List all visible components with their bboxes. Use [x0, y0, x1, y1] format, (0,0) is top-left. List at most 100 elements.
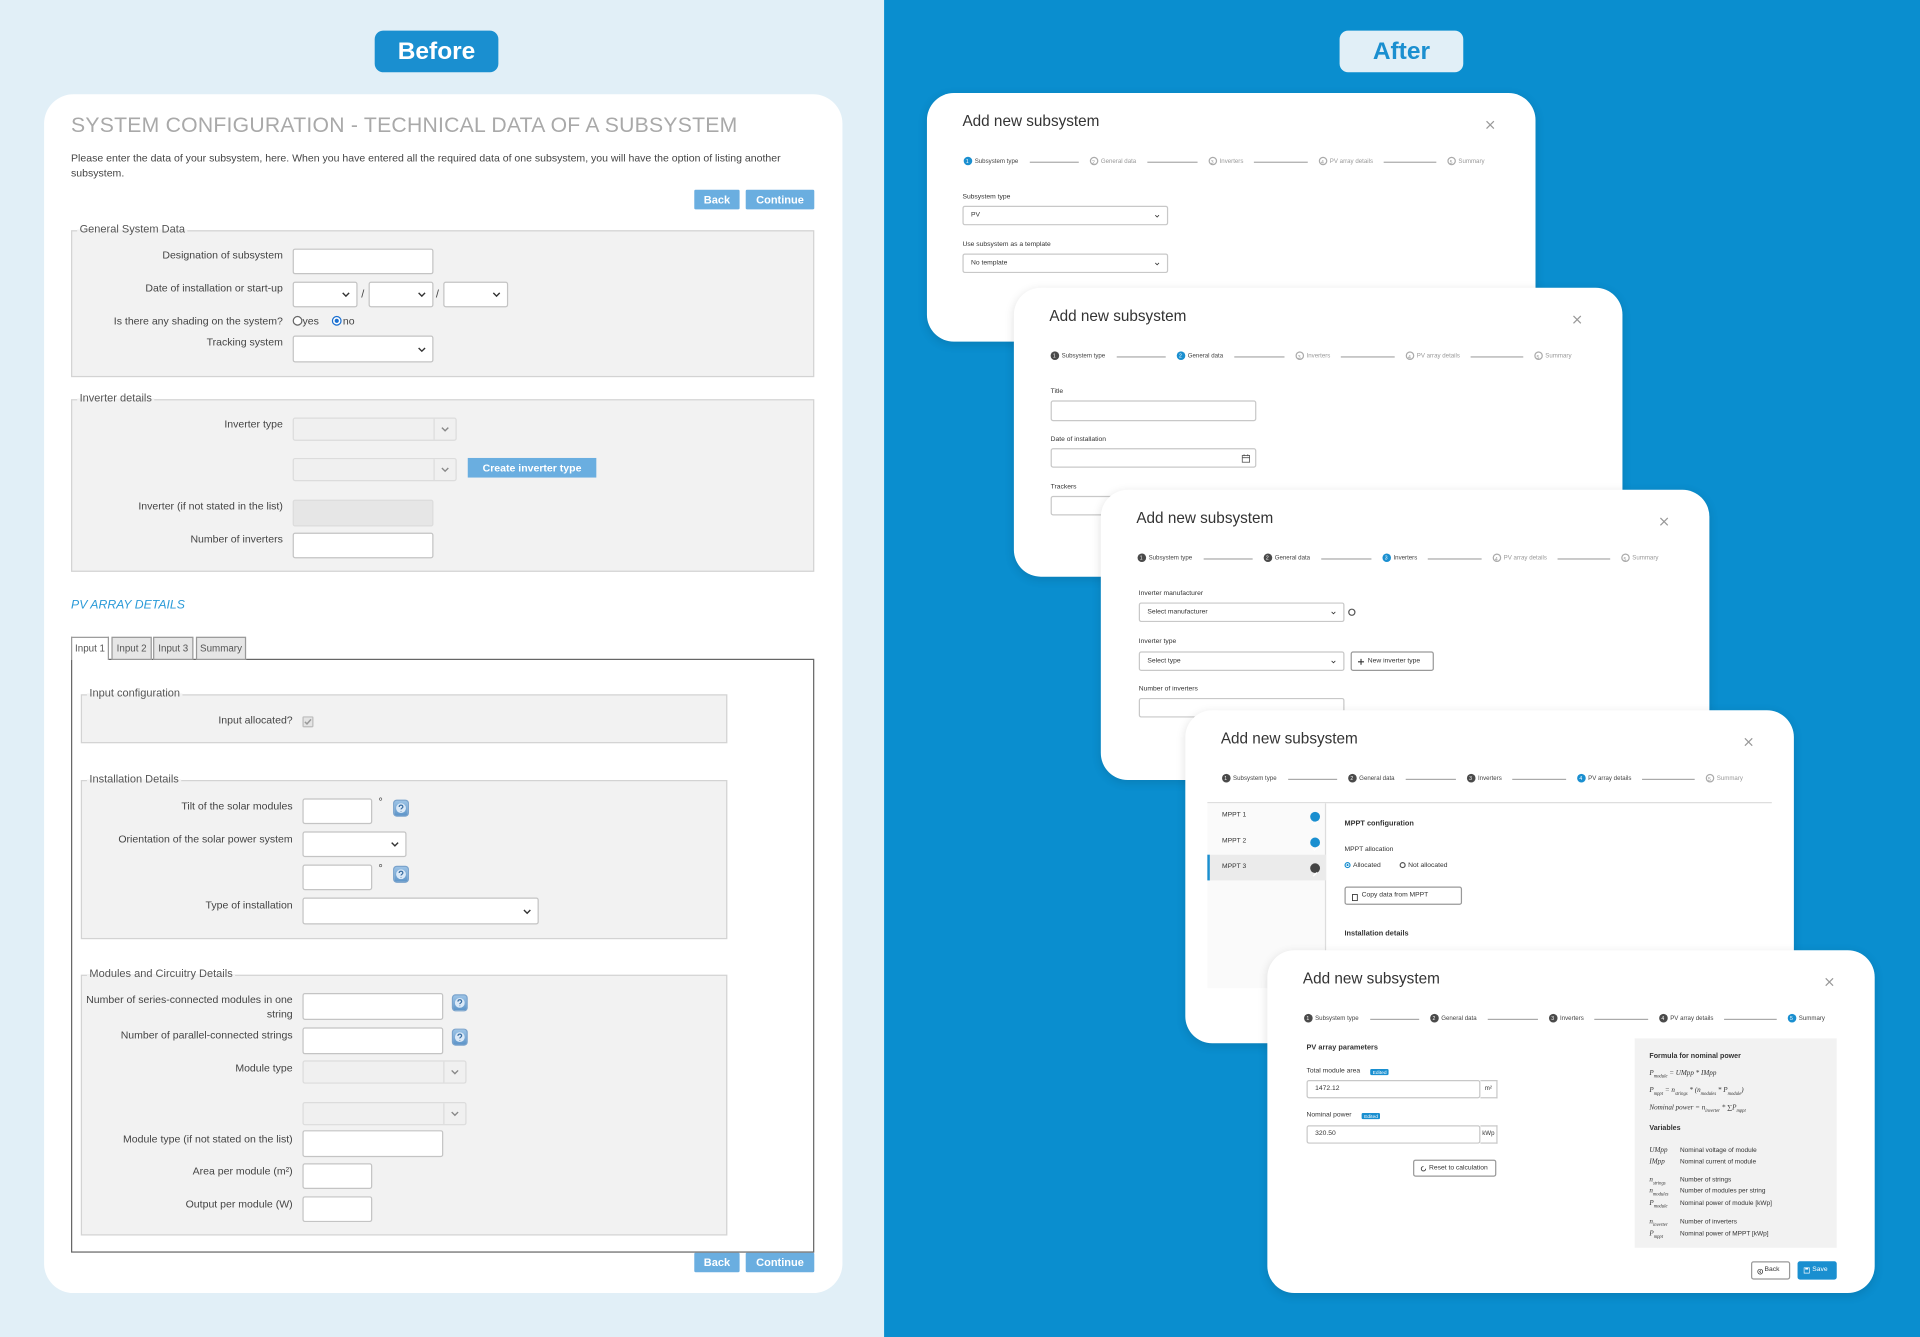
tab[interactable]: Input 3 — [153, 636, 194, 661]
radio[interactable] — [292, 315, 303, 326]
help-glyph — [454, 1032, 465, 1043]
text-input[interactable] — [1050, 400, 1257, 422]
text-input[interactable] — [292, 248, 434, 275]
intro-text: Please enter the data of your subsystem,… — [71, 151, 781, 179]
pencil-glyph — [1312, 871, 1318, 876]
help-glyph — [396, 803, 406, 814]
select[interactable]: PV — [962, 205, 1169, 226]
tab[interactable]: Summary — [195, 636, 247, 661]
text-input[interactable] — [1050, 448, 1257, 468]
field-label: Total module area — [1306, 1067, 1361, 1076]
select — [302, 1102, 467, 1126]
before-badge: Before — [374, 30, 499, 73]
step-circle: 5 — [1620, 553, 1630, 563]
calendar-icon — [1241, 454, 1251, 463]
step-label: Subsystem type — [1148, 554, 1193, 562]
radio-selected[interactable] — [331, 315, 342, 326]
help-icon[interactable] — [451, 1028, 468, 1046]
button-label: Reset to calculation — [1428, 1164, 1488, 1172]
select[interactable] — [368, 281, 434, 308]
variable-description: Nominal voltage of module — [1680, 1147, 1757, 1155]
formula-subscript: module — [1727, 1091, 1742, 1097]
field-label: Number of inverters — [1138, 685, 1198, 694]
tab[interactable]: Input 1 — [71, 636, 109, 661]
close-icon[interactable] — [1744, 731, 1754, 747]
save-button[interactable]: Save — [1797, 1261, 1837, 1280]
info-icon — [1348, 608, 1356, 616]
text-input[interactable] — [302, 864, 373, 891]
formula-subscript: strings — [1674, 1091, 1688, 1097]
chevron-icon — [1155, 262, 1160, 265]
close-icon[interactable] — [1485, 114, 1495, 130]
close-icon[interactable] — [1572, 309, 1582, 324]
field-value: 1472.12 — [1315, 1084, 1340, 1093]
edit-icon — [1310, 862, 1321, 876]
mppt-label: MPPT 1 — [1222, 811, 1247, 820]
text-input[interactable] — [302, 1027, 444, 1055]
formula-part: P — [1649, 1087, 1654, 1095]
text-input[interactable] — [302, 1196, 373, 1223]
continue-button[interactable]: Continue — [745, 189, 815, 210]
formula-subscript: mppt — [1736, 1108, 1746, 1114]
mppt-label: MPPT 2 — [1222, 837, 1247, 845]
select-arrow-box — [443, 1061, 465, 1083]
select[interactable]: No template — [962, 253, 1169, 274]
radio[interactable] — [1399, 862, 1406, 869]
step-label: PV array details — [1503, 554, 1547, 562]
tab[interactable]: Input 2 — [111, 636, 152, 661]
back-button[interactable]: Back — [1751, 1261, 1791, 1280]
mppt-nav-item[interactable]: MPPT 1 — [1207, 803, 1326, 829]
radio-selected[interactable] — [1344, 862, 1351, 869]
help-icon[interactable] — [393, 799, 409, 817]
text-input[interactable] — [302, 1163, 373, 1189]
text-input[interactable] — [292, 532, 434, 559]
text-input[interactable] — [302, 1130, 444, 1158]
step-connector — [1288, 778, 1338, 779]
formula-part: * P — [1716, 1087, 1728, 1095]
select[interactable] — [292, 281, 358, 308]
field-label: Input allocated? — [218, 713, 293, 727]
reset-button[interactable]: Reset to calculation — [1413, 1159, 1497, 1177]
select[interactable] — [292, 335, 434, 363]
field-label: Trackers — [1050, 483, 1077, 492]
variable-description: Number of strings — [1680, 1176, 1732, 1185]
step-connector — [1427, 557, 1482, 559]
back-button[interactable]: Back — [694, 1252, 740, 1273]
power-input[interactable]: 320.50 — [1306, 1125, 1481, 1144]
back-button[interactable]: Back — [694, 189, 740, 210]
formula-part: P — [1649, 1070, 1654, 1078]
mppt-nav-item[interactable]: MPPT 3 — [1207, 854, 1327, 881]
fieldset-legend: Inverter details — [77, 391, 155, 406]
step-circle: 1 — [963, 156, 972, 166]
select[interactable] — [302, 831, 407, 858]
close-icon[interactable] — [1824, 971, 1834, 987]
new-inverter-type-button[interactable]: New inverter type — [1350, 651, 1434, 672]
formula-part: ) — [1741, 1087, 1744, 1095]
area-input[interactable]: 1472.12 — [1306, 1080, 1481, 1099]
step-connector — [1594, 1018, 1649, 1019]
close-icon[interactable] — [1659, 511, 1669, 526]
create-inverter-button[interactable]: Create inverter type — [467, 457, 597, 478]
mppt-nav-item[interactable]: MPPT 2 — [1207, 829, 1326, 855]
plus-icon — [1357, 658, 1365, 665]
select[interactable] — [443, 281, 509, 308]
step-circle: 3 — [1548, 1013, 1557, 1023]
divider — [1207, 802, 1772, 803]
select[interactable] — [302, 897, 539, 925]
text-input[interactable] — [302, 993, 444, 1021]
step-label: General data — [1441, 1014, 1477, 1022]
chevron-icon — [1331, 660, 1336, 663]
select[interactable]: Select type — [1138, 651, 1345, 672]
copy-button[interactable]: Copy data from MPPT — [1344, 886, 1463, 905]
help-icon[interactable] — [451, 994, 468, 1012]
step-circle: 2 — [1089, 156, 1098, 166]
help-icon[interactable] — [393, 865, 409, 883]
text-input[interactable] — [302, 798, 373, 825]
select[interactable]: Select manufacturer — [1138, 602, 1345, 623]
step-circle: 2 — [1176, 351, 1185, 361]
unit-box: kWp — [1480, 1125, 1498, 1144]
continue-button[interactable]: Continue — [745, 1252, 815, 1273]
field-label: MPPT allocation — [1344, 846, 1394, 854]
field-label: Nominal power — [1306, 1111, 1352, 1120]
